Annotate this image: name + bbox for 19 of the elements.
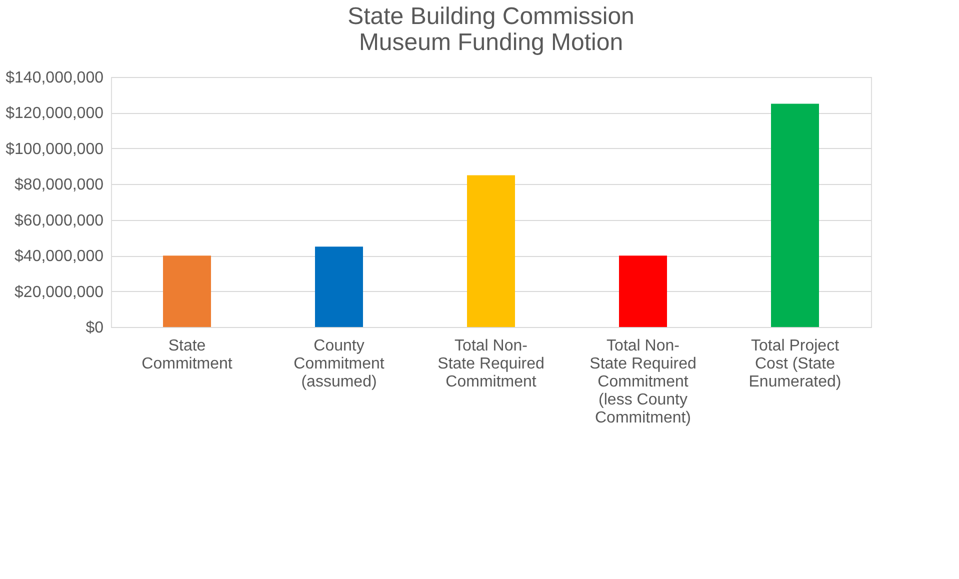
x-tick-label: County Commitment (assumed) [294,338,385,390]
bar [315,246,363,327]
x-tick-label: State Commitment [142,338,233,372]
y-tick-label: $100,000,000 [6,140,104,158]
y-tick-label: $20,000,000 [14,284,104,301]
x-tick-label: Total Non-State Required Commitment [438,338,544,390]
x-tick-label: Total Non-State Required Commitment (less County Commitment) [590,338,696,426]
x-tick-label: Total Project Cost (State Enumerated) [748,338,842,390]
y-tick-label: $0 [86,320,104,336]
y-tick-label: $40,000,000 [14,248,104,266]
chart-title: State Building Commission Museum Funding Motion [348,3,634,56]
y-tick-label: $140,000,000 [6,70,104,86]
bar [619,256,667,327]
y-tick-label: $80,000,000 [14,176,104,194]
bar [467,175,515,327]
bar [771,104,819,327]
y-tick-label: $120,000,000 [6,105,104,122]
y-tick-label: $60,000,000 [14,212,104,230]
bar [163,256,211,327]
